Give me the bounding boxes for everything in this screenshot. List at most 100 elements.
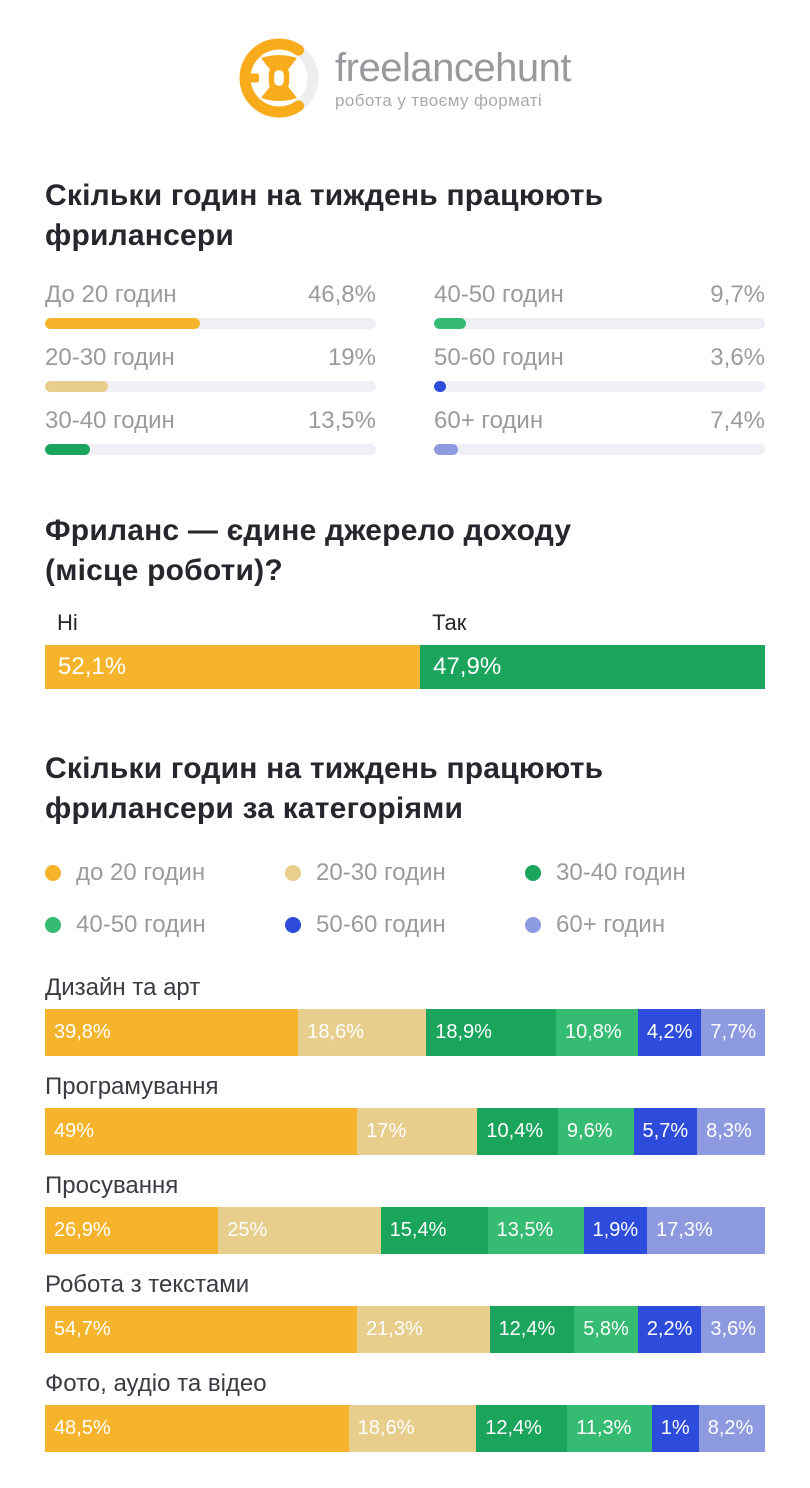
category-bar-segment: 8,3%	[697, 1108, 765, 1155]
category-bar-segment: 12,4%	[489, 1306, 575, 1353]
hour-range-track	[434, 444, 765, 455]
section-income-title: Фриланс — єдине джерело доходу (місце ро…	[45, 511, 765, 591]
category-bar-segment: 5,8%	[574, 1306, 638, 1353]
hour-range-label: 20-30 годин	[45, 344, 175, 371]
hour-range-row: 20-30 годин 19%	[45, 343, 376, 392]
legend-dot-icon	[45, 917, 61, 933]
hour-range-row: 60+ годин 7,4%	[434, 406, 765, 455]
hour-range-label: 40-50 годин	[434, 281, 564, 308]
category-bar-segment: 12,4%	[476, 1405, 568, 1452]
category-block: Просування 26,9% 25% 15,4% 13,5% 1,9% 17,3%	[45, 1171, 766, 1254]
category-bar-segment: 39,8%	[45, 1009, 299, 1056]
section-hours-title-line2: фрилансери	[45, 219, 235, 252]
category-bar-segment: 21,3%	[357, 1306, 490, 1353]
legend-dot-icon	[45, 865, 61, 881]
category-bar-segment: 3,6%	[701, 1306, 765, 1353]
legend-item: 60+ годин	[525, 911, 765, 939]
hours-legend: до 20 годин 20-30 годин 30-40 годин 40-5…	[45, 859, 765, 939]
category-bar: 26,9% 25% 15,4% 13,5% 1,9% 17,3%	[45, 1207, 766, 1254]
legend-item: 30-40 годин	[525, 859, 765, 887]
brand-name: freelancehunt	[335, 46, 571, 90]
category-bar-segment: 10,4%	[477, 1108, 558, 1155]
category-bar-segment: 15,4%	[380, 1207, 488, 1254]
hour-range-fill	[434, 444, 459, 455]
legend-item: 50-60 годин	[285, 911, 525, 939]
hour-range-label: 50-60 годин	[434, 344, 564, 371]
hour-range-track	[45, 381, 376, 392]
legend-item: до 20 годин	[45, 859, 285, 887]
section-hours-by-category: Скільки годин на тиждень працюють фрилан…	[45, 749, 766, 1452]
category-bar-segment: 25%	[218, 1207, 381, 1254]
category-block: Фото, аудіо та відео 48,5% 18,6% 12,4% 11,3…	[45, 1369, 765, 1452]
category-bar-segment: 8,2%	[698, 1405, 765, 1452]
legend-dot-icon	[285, 865, 301, 881]
hours-chart: До 20 годин 46,8% 20-30 годин 19% 30-40 …	[45, 280, 765, 455]
hour-range-fill	[434, 381, 446, 392]
hour-range-value: 3,6%	[710, 344, 765, 371]
hour-range-value: 13,5%	[307, 407, 376, 434]
legend-label: 60+ годин	[556, 911, 666, 938]
hour-range-value: 9,7%	[710, 281, 765, 308]
category-block: Робота з текстами 54,7% 21,3% 12,4% 5,8% 2,2…	[45, 1270, 765, 1353]
hour-range-fill	[45, 318, 200, 329]
freelancehunt-logo: freelancehunt робота у твоєму форматі	[45, 38, 765, 123]
hour-range-value: 19%	[327, 344, 376, 371]
section-category-title-line2: фрилансери за категоріями	[45, 792, 464, 825]
income-answer-label: Так	[432, 610, 467, 635]
category-label: Робота з текстами	[45, 1271, 250, 1298]
hour-range-track	[45, 318, 376, 329]
hour-range-value: 7,4%	[710, 407, 765, 434]
income-bar-segment: 47,9%	[420, 645, 765, 689]
category-bar-segment: 26,9%	[45, 1207, 219, 1254]
hour-range-row: До 20 годин 46,8%	[45, 280, 376, 329]
brand-tagline: робота у твоєму форматі	[335, 91, 543, 110]
section-hours-per-week: Скільки годин на тиждень працюють фрилан…	[45, 176, 765, 455]
category-bar: 39,8% 18,6% 18,9% 10,8% 4,2% 7,7%	[45, 1009, 765, 1056]
category-bar-segment: 48,5%	[45, 1405, 349, 1452]
category-bar-segment: 17%	[357, 1108, 478, 1155]
section-category-title-line1: Скільки годин на тиждень працюють	[45, 752, 604, 785]
category-bar-segment: 7,7%	[701, 1009, 765, 1056]
category-label: Фото, аудіо та відео	[45, 1370, 267, 1397]
category-bar-segment: 1%	[651, 1405, 699, 1452]
section-income-title-line2: (місце роботи)?	[45, 554, 283, 587]
category-bar-segment: 18,6%	[298, 1009, 427, 1056]
hour-range-label: До 20 годин	[45, 281, 177, 308]
category-bar-segment: 11,3%	[567, 1405, 652, 1452]
freelancehunt-mask-icon	[239, 38, 319, 123]
hour-range-label: 60+ годин	[434, 407, 544, 434]
category-bar-segment: 5,7%	[633, 1108, 698, 1155]
category-block: Дизайн та арт 39,8% 18,6% 18,9% 10,8% 4,2% 7,…	[45, 973, 765, 1056]
category-bar-segment: 17,3%	[647, 1207, 766, 1254]
category-bar-segment: 18,6%	[348, 1405, 477, 1452]
legend-label: до 20 годин	[76, 859, 206, 886]
hour-range-track	[434, 381, 765, 392]
category-bar-segment: 10,8%	[555, 1009, 638, 1056]
category-bar: 49% 17% 10,4% 9,6% 5,7% 8,3%	[45, 1108, 765, 1155]
category-bar-segment: 13,5%	[487, 1207, 584, 1254]
section-income-source: Фриланс — єдине джерело доходу (місце ро…	[45, 511, 765, 689]
legend-label: 30-40 годин	[556, 859, 686, 886]
category-label: Програмування	[45, 1073, 219, 1100]
hour-range-track	[434, 318, 765, 329]
category-bar-segment: 18,9%	[426, 1009, 556, 1056]
section-income-title-line1: Фриланс — єдине джерело доходу	[45, 514, 572, 547]
hour-range-row: 40-50 годин 9,7%	[434, 280, 765, 329]
legend-label: 20-30 годин	[316, 859, 446, 886]
section-hours-title-line1: Скільки годин на тиждень працюють	[45, 179, 604, 212]
legend-item: 40-50 годин	[45, 911, 285, 939]
section-hours-title: Скільки годин на тиждень працюють фрилан…	[45, 176, 765, 256]
legend-item: 20-30 годин	[285, 859, 525, 887]
category-label: Дизайн та арт	[45, 974, 201, 1001]
income-answer-label: Ні	[57, 610, 78, 635]
category-label: Просування	[45, 1172, 179, 1199]
hour-range-fill	[45, 381, 108, 392]
income-bar-segment: 52,1%	[45, 645, 421, 689]
category-bar-segment: 9,6%	[557, 1108, 634, 1155]
category-bar-segment: 1,9%	[583, 1207, 648, 1254]
category-bar: 54,7% 21,3% 12,4% 5,8% 2,2% 3,6%	[45, 1306, 765, 1353]
category-bar-segment: 2,2%	[637, 1306, 702, 1353]
legend-dot-icon	[285, 917, 301, 933]
legend-dot-icon	[525, 865, 541, 881]
